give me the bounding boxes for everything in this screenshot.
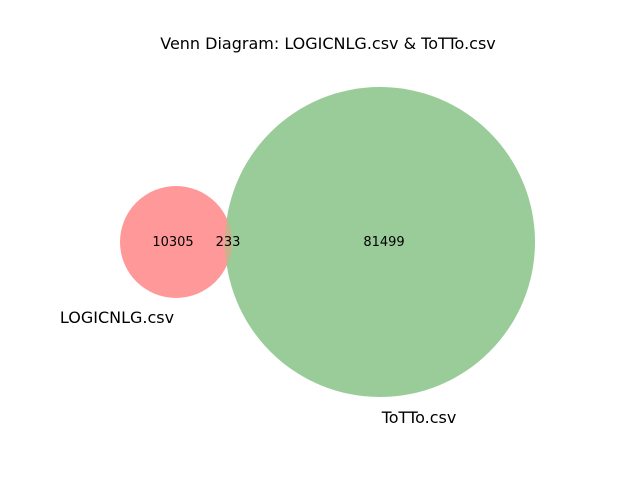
set-label-logicnlg: LOGICNLG.csv (60, 308, 174, 327)
diagram-title: Venn Diagram: LOGICNLG.csv & ToTTo.csv (160, 34, 496, 53)
set-label-totto: ToTTo.csv (381, 408, 457, 427)
count-totto-only: 81499 (363, 235, 404, 250)
set-circle-totto (225, 87, 535, 397)
count-intersection: 233 (216, 235, 241, 250)
count-logicnlg-only: 10305 (152, 235, 193, 250)
set-circle-logicnlg (120, 186, 232, 298)
